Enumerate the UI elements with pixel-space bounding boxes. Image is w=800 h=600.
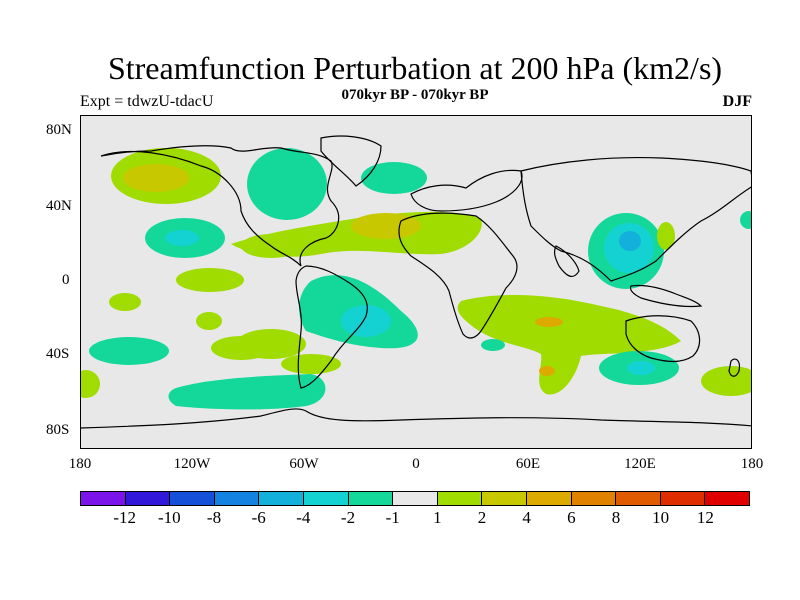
ytick-40n: 40N	[46, 198, 72, 214]
xtick-60w: 60W	[289, 456, 319, 472]
colorbar-swatch	[259, 492, 304, 505]
fill-npacific-core	[123, 164, 189, 192]
colorbar-swatch	[571, 492, 617, 505]
coast-south-america	[295, 265, 368, 389]
coast-europe	[410, 169, 523, 212]
coast-greenland	[320, 135, 382, 187]
coast-antarctica	[81, 408, 751, 429]
colorbar-swatch	[705, 492, 749, 505]
colorbar-label: -4	[296, 508, 311, 527]
plot-title: Streamfunction Perturbation at 200 hPa (…	[107, 50, 723, 86]
fill-gap-pos	[236, 329, 306, 359]
fill-epacific-pos	[176, 268, 244, 292]
colorbar-label: -1	[385, 508, 400, 527]
fill-easia-pos	[657, 222, 675, 250]
map-panel	[80, 115, 752, 449]
colorbar-swatch	[437, 492, 483, 505]
colorbar-label: 10	[652, 508, 670, 527]
fill-southern-neg-left	[81, 370, 100, 398]
colorbar-label: 1	[433, 508, 442, 527]
fill-wpacific-neg	[740, 211, 751, 229]
colorbar-label: -8	[206, 508, 222, 527]
fill-sepacific-pos1	[109, 293, 141, 311]
plot-subtitle: 070kyr BP - 070kyr BP	[341, 87, 489, 103]
map-svg	[81, 135, 751, 429]
colorbar-swatch	[348, 492, 394, 505]
colorbar-label: 6	[567, 508, 576, 527]
fill-satlantic-core	[341, 305, 391, 337]
fill-australia-core	[627, 361, 655, 375]
coast-australia	[625, 315, 701, 363]
colorbar-label: -6	[251, 508, 266, 527]
coast-africa	[398, 212, 518, 339]
fill-indian-small	[481, 339, 505, 351]
xtick-180w: 180	[68, 456, 92, 472]
coast-new-zealand	[728, 358, 741, 377]
coastlines	[81, 135, 751, 429]
fill-indian-pos	[457, 294, 681, 395]
colorbar-swatch	[526, 492, 572, 505]
season-label: DJF	[722, 93, 752, 110]
colorbar-label: 4	[522, 508, 531, 527]
fill-nepacific-core	[165, 230, 199, 246]
colorbar-label: 8	[611, 508, 621, 527]
coast-asia	[520, 156, 751, 282]
fill-sepacific-pos2	[196, 312, 222, 330]
xtick-60e: 60E	[515, 456, 541, 472]
xtick-180e: 180	[740, 456, 764, 472]
fill-southern-neg	[168, 374, 326, 410]
fill-indian-south	[539, 366, 555, 376]
coast-north-america	[100, 145, 340, 267]
experiment-label: Expt = tdwzU-tdacU	[80, 93, 214, 110]
ytick-80n: 80N	[46, 122, 72, 138]
fill-indian-core	[535, 317, 563, 327]
colorbar-swatch	[482, 492, 527, 505]
colorbar-swatch	[214, 492, 260, 505]
fill-natlantic-neg	[361, 162, 427, 194]
fill-easia-core	[619, 231, 641, 251]
colorbar-swatch	[616, 492, 661, 505]
ytick-80s: 80S	[46, 422, 70, 438]
colorbar-swatch	[170, 492, 215, 505]
ytick-0: 0	[62, 272, 70, 288]
fill-sepacific-pos3	[89, 337, 169, 365]
contour-fills	[81, 148, 751, 410]
fill-namerica-neg	[247, 148, 327, 220]
colorbar	[80, 491, 750, 506]
fill-sa-south-pos	[281, 354, 341, 374]
colorbar-label: 2	[477, 508, 487, 527]
coast-india	[553, 245, 580, 278]
coast-se-asia	[629, 284, 703, 308]
colorbar-swatch	[81, 492, 126, 505]
colorbar-swatch	[393, 492, 438, 505]
colorbar-swatch	[303, 492, 349, 505]
xtick-120e: 120E	[624, 456, 656, 472]
colorbar-swatch	[660, 492, 706, 505]
colorbar-label: -2	[340, 508, 356, 527]
ytick-40s: 40S	[46, 346, 70, 362]
xtick-0: 0	[412, 456, 420, 472]
colorbar-swatch	[125, 492, 171, 505]
fill-newzealand-pos	[701, 366, 751, 396]
xtick-120w: 120W	[173, 456, 211, 472]
colorbar-label: -10	[157, 508, 181, 527]
colorbar-label: -12	[113, 508, 136, 527]
colorbar-label: 12	[696, 508, 714, 527]
